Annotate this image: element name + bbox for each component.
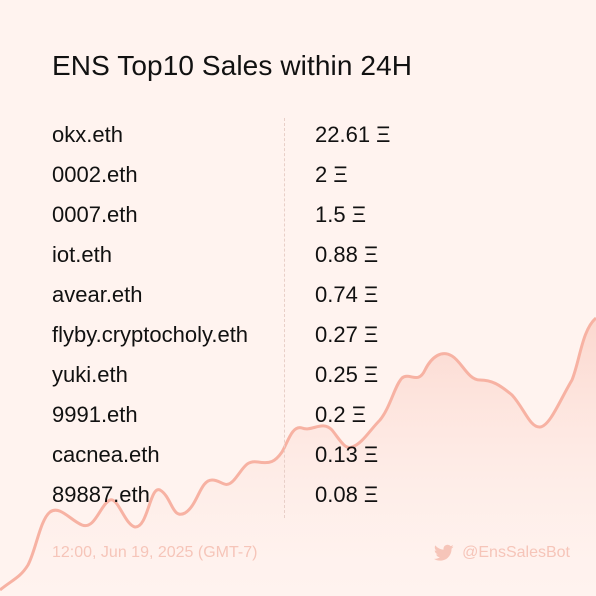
list-item: yuki.eth 0.25 Ξ: [52, 359, 552, 399]
domain-name: 0007.eth: [52, 202, 138, 227]
domain-name: cacnea.eth: [52, 442, 160, 467]
domain-name: okx.eth: [52, 122, 123, 147]
list-item: iot.eth 0.88 Ξ: [52, 239, 552, 279]
sale-price: 2 Ξ: [315, 162, 348, 187]
page-title: ENS Top10 Sales within 24H: [52, 50, 413, 81]
sale-price: 0.25 Ξ: [315, 362, 379, 387]
sale-price: 0.88 Ξ: [315, 242, 379, 267]
sale-price: 0.13 Ξ: [315, 442, 379, 467]
list-item: cacnea.eth 0.13 Ξ: [52, 439, 552, 479]
sale-price: 0.08 Ξ: [315, 482, 379, 507]
sale-price: 22.61 Ξ: [315, 122, 391, 147]
column-divider: [284, 118, 285, 518]
domain-name: 0002.eth: [52, 162, 138, 187]
sale-price: 0.2 Ξ: [315, 402, 366, 427]
domain-name: yuki.eth: [52, 362, 128, 387]
list-item: 0002.eth 2 Ξ: [52, 159, 552, 199]
trend-area: [0, 318, 596, 596]
timestamp: 12:00, Jun 19, 2025 (GMT-7): [52, 544, 258, 561]
list-item: flyby.cryptocholy.eth 0.27 Ξ: [52, 319, 552, 359]
sale-price: 0.27 Ξ: [315, 322, 379, 347]
list-item: 89887.eth 0.08 Ξ: [52, 479, 552, 519]
domain-name: 9991.eth: [52, 402, 138, 427]
sale-price: 1.5 Ξ: [315, 202, 366, 227]
sale-price: 0.74 Ξ: [315, 282, 379, 307]
list-item: okx.eth 22.61 Ξ: [52, 119, 552, 159]
list-item: 9991.eth 0.2 Ξ: [52, 399, 552, 439]
domain-name: iot.eth: [52, 242, 112, 267]
list-item: avear.eth 0.74 Ξ: [52, 279, 552, 319]
trend-line: [0, 316, 596, 592]
domain-name: 89887.eth: [52, 482, 150, 507]
bot-handle[interactable]: @EnsSalesBot: [434, 544, 570, 562]
domain-name: flyby.cryptocholy.eth: [52, 322, 249, 347]
handle-text[interactable]: @EnsSalesBot: [462, 544, 570, 561]
list-item: 0007.eth 1.5 Ξ: [52, 199, 552, 239]
twitter-bird-icon: [434, 544, 454, 561]
domain-name: avear.eth: [52, 282, 143, 307]
